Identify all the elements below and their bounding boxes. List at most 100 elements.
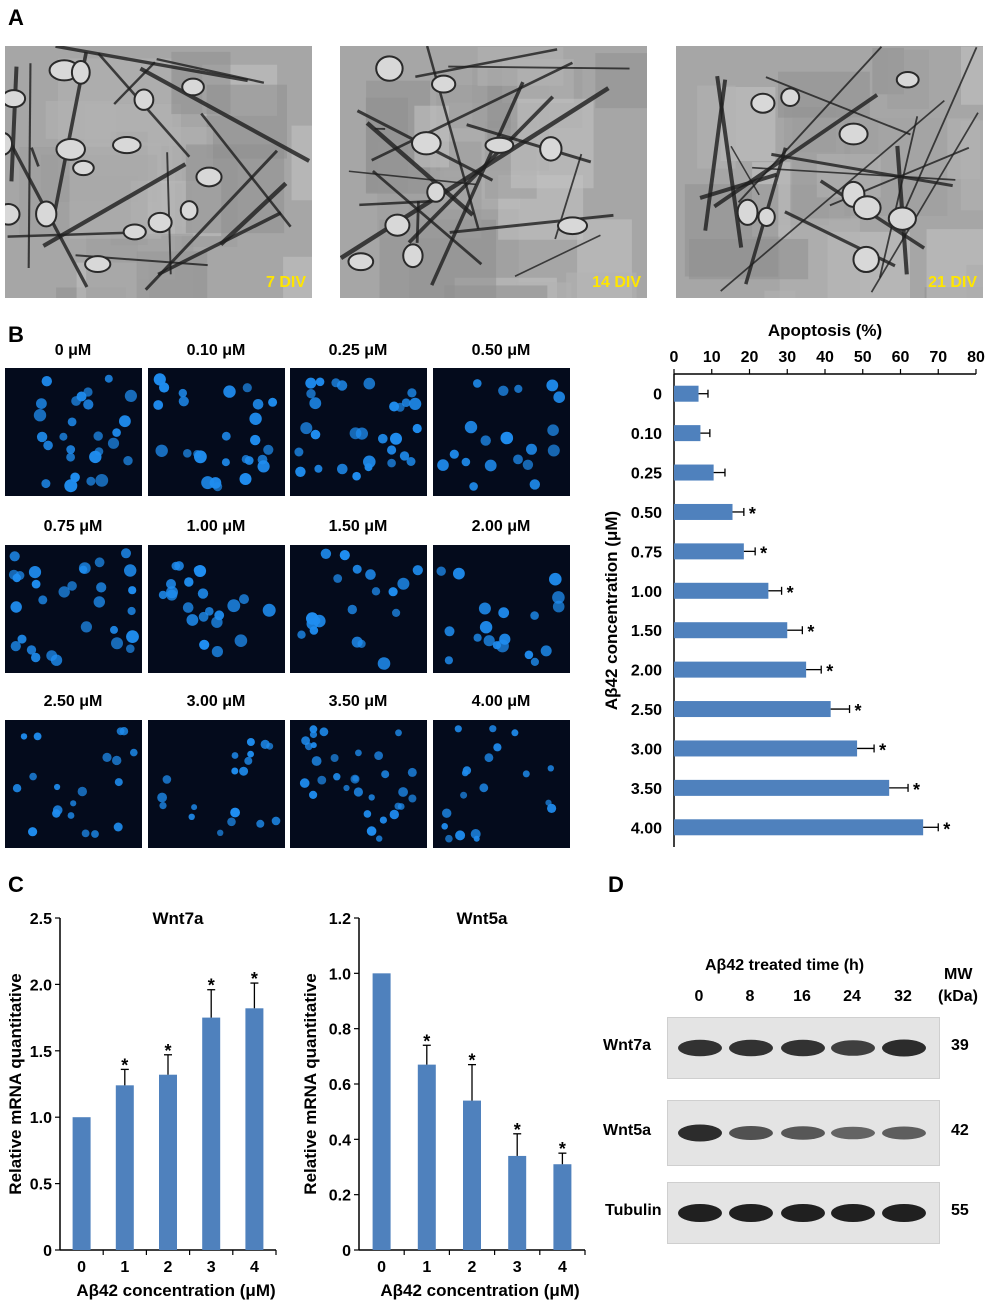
category-label: 0	[77, 1259, 86, 1276]
significance-star: *	[913, 780, 920, 800]
concentration-label: 2.50 μM	[43, 693, 103, 710]
panel-letter-d: D	[608, 872, 624, 897]
nucleus	[184, 577, 194, 587]
nucleus	[305, 377, 317, 389]
concentration-label: 0.75 μM	[43, 518, 103, 535]
nucleus	[445, 834, 453, 843]
nucleus	[93, 431, 103, 441]
nucleus	[227, 599, 241, 613]
nucleus	[95, 474, 109, 487]
nucleus	[454, 725, 462, 733]
nucleus	[10, 641, 21, 652]
nucleus	[355, 749, 362, 757]
nucleus	[171, 561, 181, 571]
neurite	[466, 123, 592, 164]
nucleus	[552, 591, 565, 604]
neurite	[448, 65, 630, 70]
micrograph-texture	[5, 46, 312, 298]
lane-label: 8	[745, 988, 755, 1005]
nucleus	[363, 810, 372, 818]
neurite	[730, 145, 760, 196]
lane-label: 32	[894, 988, 912, 1005]
nucleus	[89, 450, 102, 464]
nucleus	[201, 476, 215, 490]
nucleus	[317, 775, 327, 785]
nucleus	[401, 398, 411, 407]
category-label: 1.50	[631, 623, 662, 640]
y-axis-label: Relative mRNA quantitative	[301, 973, 320, 1194]
nucleus	[392, 608, 401, 617]
blot-name: Wnt7a	[603, 1037, 651, 1054]
fluorescence-image	[290, 720, 427, 848]
nucleus	[444, 626, 455, 637]
category-label: 4	[558, 1259, 567, 1276]
nucleus	[41, 376, 52, 387]
nucleus	[66, 445, 76, 454]
nucleus	[479, 621, 493, 634]
y-tick-label: 2.5	[30, 911, 52, 928]
neurite	[200, 112, 292, 228]
neurite	[157, 211, 282, 276]
neurite	[699, 172, 778, 200]
nucleus	[178, 396, 189, 407]
category-label: 3.00	[631, 741, 662, 758]
nucleus	[547, 803, 557, 813]
significance-star: *	[855, 701, 862, 721]
x-tick-label: 50	[854, 349, 872, 366]
category-label: 3.50	[631, 781, 662, 798]
significance-star: *	[879, 740, 886, 760]
nucleus	[297, 630, 306, 639]
nucleus	[407, 388, 417, 398]
nucleus	[350, 774, 360, 784]
neurite	[348, 170, 477, 186]
nucleus	[130, 748, 138, 757]
tissue-patch	[283, 256, 312, 298]
nucleus	[412, 423, 422, 434]
cell-body	[736, 198, 759, 226]
nucleus	[31, 652, 41, 663]
nucleus	[239, 766, 249, 776]
blot-band	[882, 1126, 926, 1140]
nucleus	[547, 765, 554, 772]
nucleus	[223, 385, 236, 398]
nucleus	[522, 770, 530, 778]
bar	[674, 582, 769, 599]
nucleus	[437, 459, 449, 471]
x-tick-label: 20	[741, 349, 759, 366]
cell-body	[55, 138, 86, 161]
bar	[674, 622, 788, 639]
nucleus	[483, 635, 495, 647]
neurite	[407, 95, 555, 244]
bar	[159, 1074, 177, 1250]
nucleus	[26, 645, 37, 655]
nucleus	[553, 391, 565, 403]
nucleus	[12, 573, 21, 583]
nucleus	[50, 654, 63, 666]
nucleus	[54, 783, 61, 791]
category-label: 2.50	[631, 702, 662, 719]
panel-letter-a: A	[8, 5, 24, 30]
nucleus	[412, 565, 423, 576]
nucleus	[77, 786, 88, 797]
nucleus	[387, 445, 397, 455]
category-label: 0	[377, 1259, 386, 1276]
nucleus	[217, 829, 224, 836]
category-label: 4	[250, 1259, 259, 1276]
nucleus	[300, 422, 313, 435]
nucleus	[249, 412, 262, 425]
blot-band	[831, 1204, 875, 1222]
nucleus	[246, 738, 255, 746]
x-axis-label: Aβ42 concentration (μM)	[76, 1281, 275, 1300]
nucleus	[395, 402, 405, 412]
blot-band	[678, 1124, 722, 1142]
nucleus	[540, 645, 552, 657]
category-label: 4.00	[631, 820, 662, 837]
neurite	[425, 46, 480, 230]
nucleus	[36, 398, 47, 409]
nucleus	[546, 379, 559, 392]
panel-letter-c: C	[8, 872, 24, 897]
cell-body	[757, 206, 776, 227]
nucleus	[479, 783, 489, 793]
nucleus	[309, 730, 318, 739]
bar	[72, 1117, 91, 1250]
